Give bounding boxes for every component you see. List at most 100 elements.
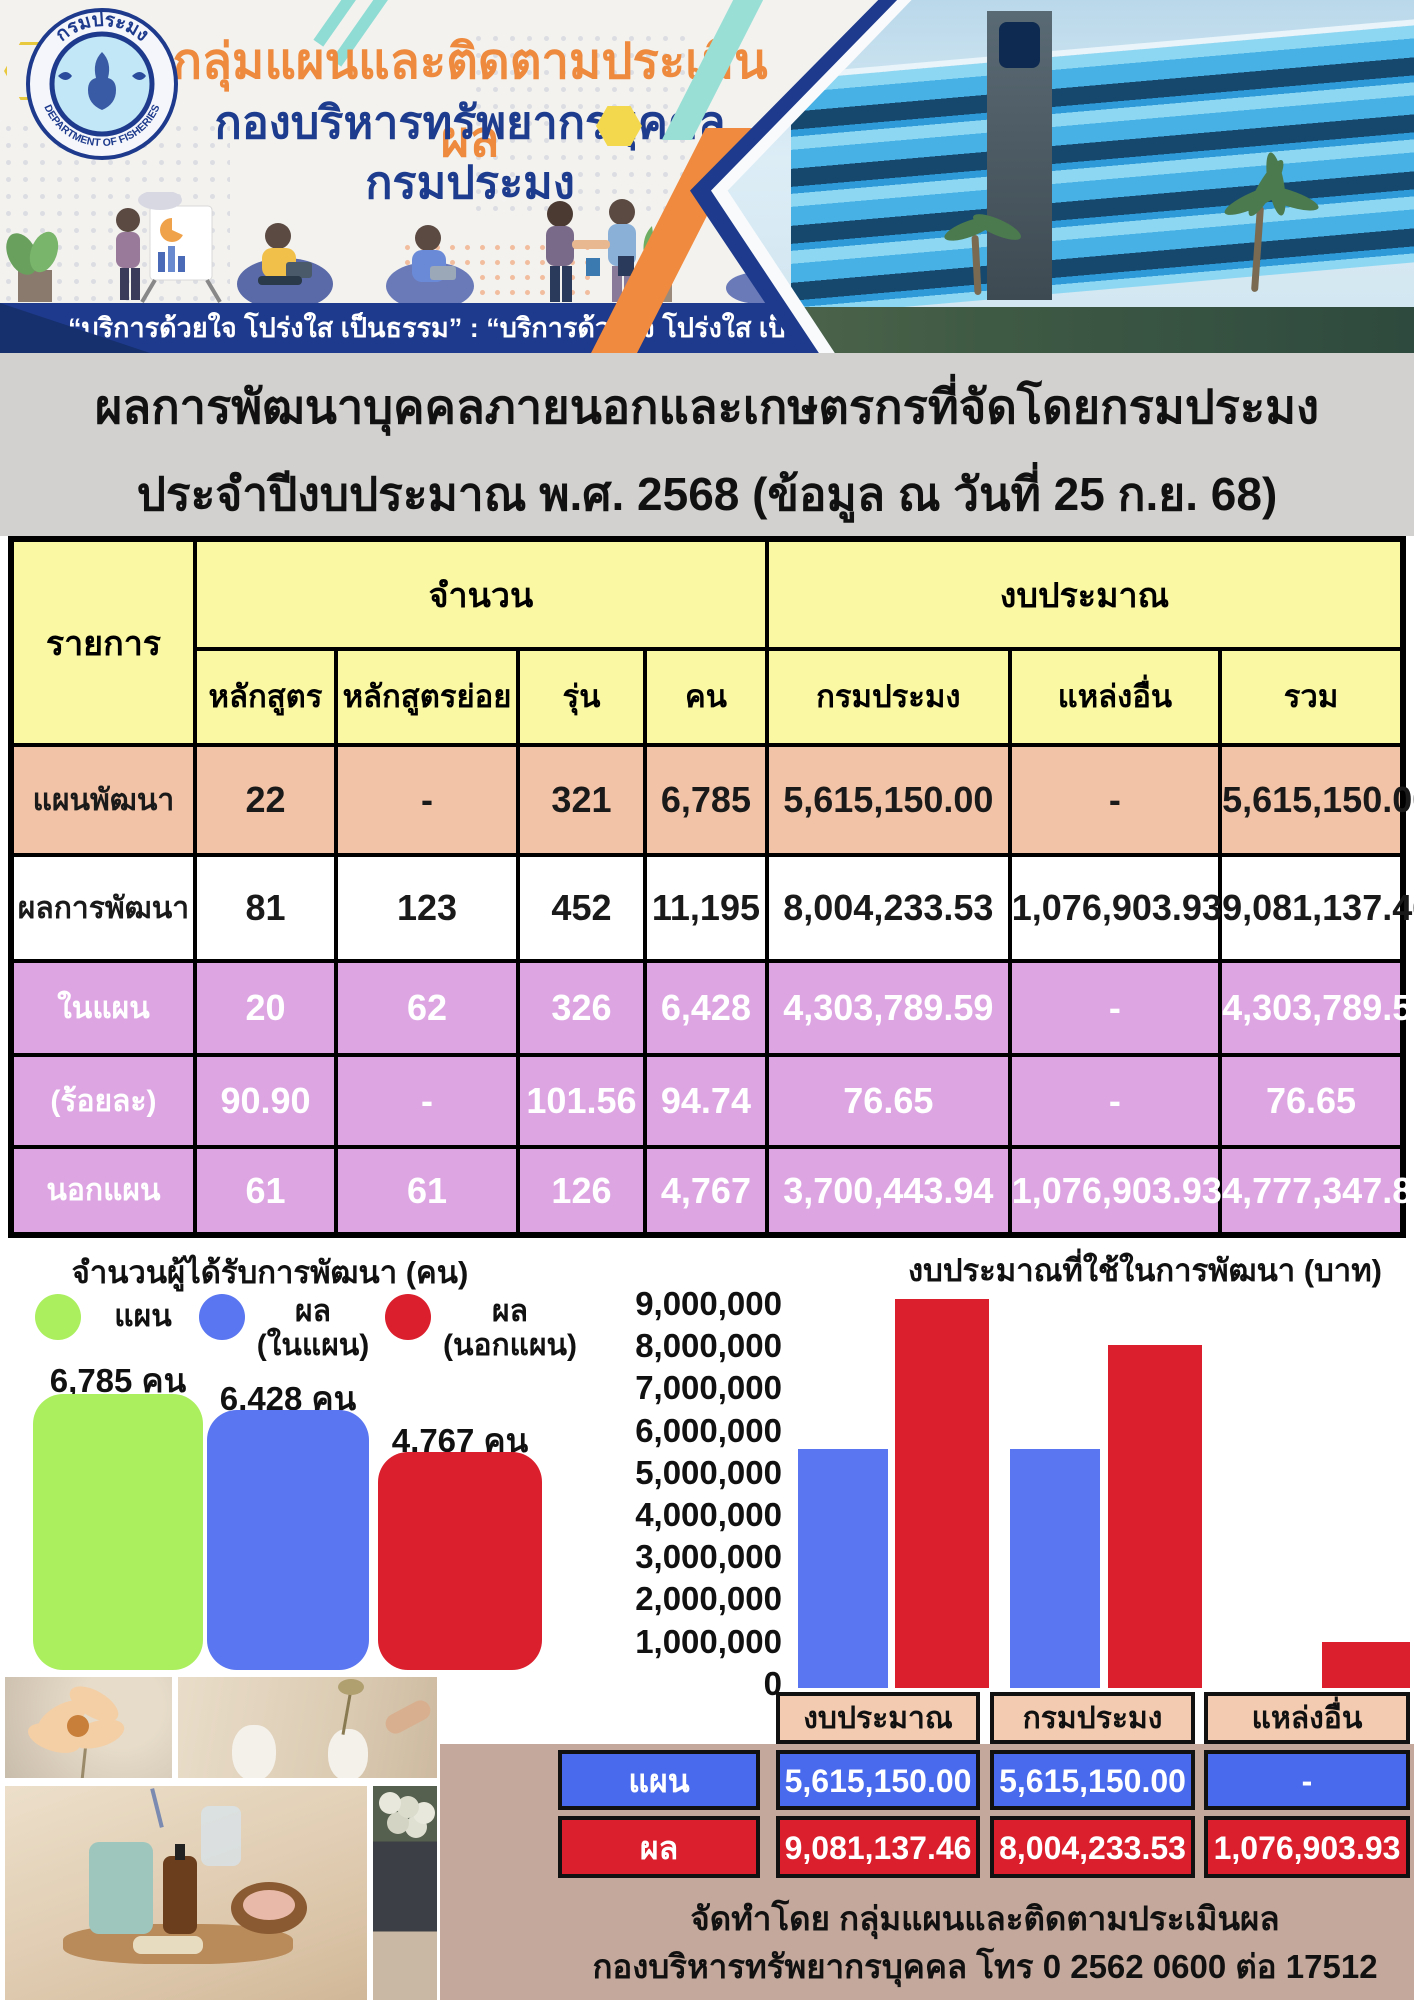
people-bar-in-plan — [207, 1410, 369, 1670]
cell: 9,081,137.46 — [1218, 853, 1414, 963]
table-row-in-plan: ในแผน 20 62 326 6,428 4,303,789.59 - 4,3… — [9, 959, 1414, 1057]
budget-chart-y-axis: 9,000,000 8,000,000 7,000,000 6,000,000 … — [600, 1283, 782, 1705]
col-header-other-sources: แหล่งอื่น — [1007, 647, 1223, 747]
col-header-total: รวม — [1218, 647, 1405, 747]
report-title-line1: ผลการพัฒนาบุคคลภายนอกและเกษตรกรที่จัดโดย… — [94, 380, 1320, 433]
y-tick: 2,000,000 — [635, 1580, 782, 1618]
department-title: กรมประมง — [365, 157, 575, 208]
people-bar-plan — [33, 1394, 203, 1670]
legend-line1: ผล — [295, 1295, 331, 1328]
col-header-batches: รุ่น — [515, 647, 647, 747]
row-label: (ร้อยละ) — [9, 1053, 197, 1149]
footer-credit-line2: กองบริหารทรัพยากรบุคคล โทร 0 2562 0600 ต… — [592, 1948, 1378, 1985]
cell: 1,076,903.93 — [1007, 853, 1223, 963]
cell: - — [1007, 1053, 1223, 1149]
budget-row-label-plan: แผน — [558, 1750, 760, 1810]
legend-line2: (นอกแผน) — [442, 1329, 578, 1362]
cell: 76.65 — [764, 1053, 1012, 1149]
development-results-table: รายการ จำนวน งบประมาณ หลักสูตร หลักสูตรย… — [8, 536, 1414, 1238]
division-title: กองบริหารทรัพยากรบุคคล — [214, 97, 726, 148]
logo-emblem — [88, 52, 116, 110]
y-tick: 7,000,000 — [635, 1369, 782, 1407]
y-tick: 6,000,000 — [635, 1411, 782, 1449]
cell: 4,303,789.59 — [764, 959, 1012, 1057]
cell: 126 — [515, 1145, 647, 1237]
table-row-plan: แผนพัฒนา 22 - 321 6,785 5,615,150.00 - 5… — [9, 743, 1414, 857]
table-row-percent: (ร้อยละ) 90.90 - 101.56 94.74 76.65 - 76… — [9, 1053, 1405, 1149]
unit-title: กลุ่มแผนและติดตามประเมินผล — [172, 35, 768, 167]
cell: 326 — [515, 959, 647, 1057]
legend-dot-plan — [35, 1294, 81, 1340]
legend-line1: ผล — [492, 1295, 528, 1328]
table-row-out-of-plan: นอกแผน 61 61 126 4,767 3,700,443.94 1,07… — [9, 1145, 1414, 1237]
y-tick: 3,000,000 — [635, 1538, 782, 1576]
cell: 8,004,233.53 — [764, 853, 1012, 963]
cell: - — [334, 743, 520, 857]
cell: 101.56 — [515, 1053, 647, 1149]
y-tick: 9,000,000 — [635, 1285, 782, 1322]
col-header-courses: หลักสูตร — [192, 647, 339, 747]
budget-plan-dof: 5,615,150.00 — [990, 1750, 1195, 1810]
cell: - — [1007, 959, 1223, 1057]
building-facade — [791, 18, 1414, 317]
cell: 452 — [515, 853, 647, 963]
cell: 11,195 — [642, 853, 769, 963]
cell: 321 — [515, 743, 647, 857]
cell: 4,767 — [642, 1145, 769, 1237]
legend-dot-result-out-plan — [385, 1294, 431, 1340]
y-tick: 1,000,000 — [635, 1622, 782, 1660]
budget-result-dof: 8,004,233.53 — [990, 1816, 1195, 1878]
col-header-dof-budget: กรมประมง — [764, 647, 1012, 747]
department-of-fisheries-logo: กรมประมง DEPARTMENT OF FISHERIES — [26, 8, 178, 160]
hexagon-decoration — [596, 106, 642, 146]
row-label: แผนพัฒนา — [9, 743, 197, 857]
budget-bar-plan-dof — [1010, 1449, 1100, 1688]
col-header-people: คน — [642, 647, 769, 747]
cell: 20 — [192, 959, 339, 1057]
cell: 61 — [192, 1145, 339, 1237]
cell: 4,777,347.87 — [1218, 1145, 1414, 1237]
cell: 61 — [334, 1145, 520, 1237]
building-tower — [986, 10, 1052, 301]
pond-and-ground — [727, 307, 1414, 353]
budget-bar-result-dof — [1108, 1345, 1202, 1688]
legend-label-result-in-plan: ผล (ในแผน) — [238, 1295, 388, 1363]
budget-table-header-other: แหล่งอื่น — [1204, 1692, 1410, 1744]
legend-line2: (ในแผน) — [256, 1329, 370, 1362]
footer-credit-line1: จัดทำโดย กลุ่มแผนและติดตามประเมินผล — [690, 1900, 1280, 1937]
report-title-block: ผลการพัฒนาบุคคลภายนอกและเกษตรกรที่จัดโดย… — [0, 353, 1414, 536]
photo-vases-and-hand — [178, 1677, 437, 1778]
people-bar-out-plan — [378, 1452, 542, 1670]
cell: 76.65 — [1218, 1053, 1405, 1149]
cell: 81 — [192, 853, 339, 963]
report-title-line2: ประจำปีงบประมาณ พ.ศ. 2568 (ข้อมูล ณ วันท… — [136, 468, 1278, 520]
budget-plan-other: - — [1204, 1750, 1410, 1810]
row-label: ในแผน — [9, 959, 197, 1057]
group-header-budget: งบประมาณ — [764, 537, 1406, 651]
cell: 5,615,150.00 — [1218, 743, 1414, 857]
legend-dot-result-in-plan — [199, 1294, 245, 1340]
group-header-count: จำนวน — [192, 537, 769, 651]
cell: 1,076,903.93 — [1007, 1145, 1223, 1237]
photo-hydrangea — [373, 1786, 437, 2000]
budget-bar-result-other — [1322, 1642, 1410, 1688]
cell: 90.90 — [192, 1053, 339, 1149]
photo-spa-items — [5, 1786, 367, 2000]
budget-row-label-result: ผล — [558, 1816, 760, 1878]
budget-plan-total: 5,615,150.00 — [776, 1750, 980, 1810]
col-header-item: รายการ — [9, 537, 197, 747]
cell: 5,615,150.00 — [764, 743, 1012, 857]
budget-bar-result-total — [895, 1299, 989, 1688]
col-header-subcourses: หลักสูตรย่อย — [334, 647, 520, 747]
budget-result-other: 1,076,903.93 — [1204, 1816, 1410, 1878]
cell: 123 — [334, 853, 520, 963]
cell: 6,785 — [642, 743, 769, 857]
cell: 4,303,789.59 — [1218, 959, 1414, 1057]
cell: 94.74 — [642, 1053, 769, 1149]
y-tick: 0 — [763, 1664, 782, 1702]
cell: 22 — [192, 743, 339, 857]
cell: 62 — [334, 959, 520, 1057]
y-tick: 4,000,000 — [635, 1495, 782, 1533]
people-bar-value-plan: 6,785 คน — [49, 1362, 187, 1399]
